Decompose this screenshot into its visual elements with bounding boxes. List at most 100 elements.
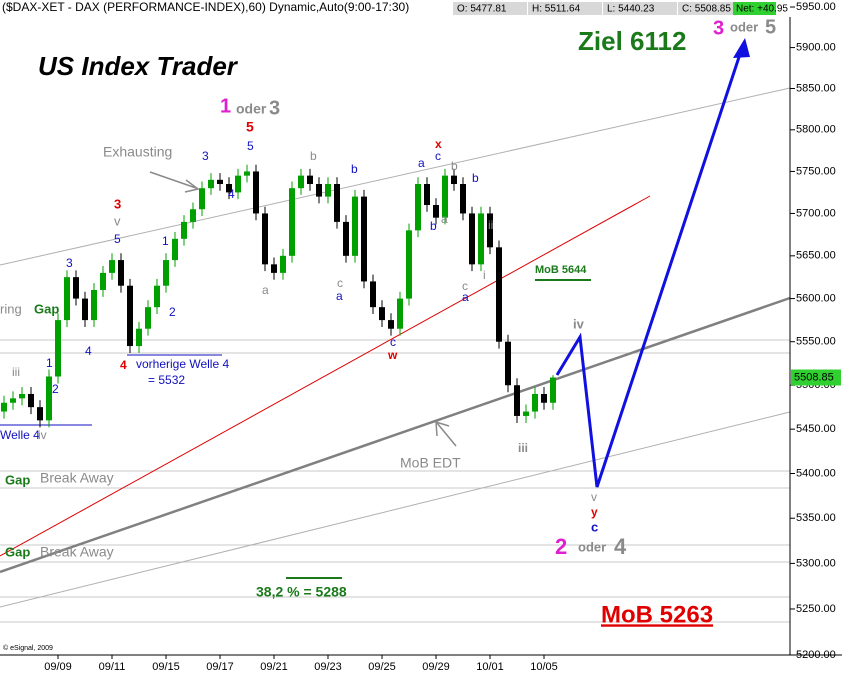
candle-body bbox=[91, 289, 97, 321]
annotation: 3 bbox=[713, 17, 724, 39]
annotation: Break Away bbox=[40, 544, 114, 560]
candle-body bbox=[73, 277, 79, 299]
candle-body bbox=[109, 260, 115, 273]
annotation: Gap bbox=[5, 544, 30, 559]
y-tick-label: 5550.00 bbox=[796, 336, 836, 348]
net-box bbox=[733, 2, 776, 15]
x-tick-label: 09/09 bbox=[44, 661, 72, 673]
annotation: 1 bbox=[162, 234, 169, 248]
annotation: a bbox=[462, 290, 469, 304]
pointer-arrowhead bbox=[435, 420, 450, 437]
annotation: 4 bbox=[85, 344, 92, 358]
annotation: 2 bbox=[52, 382, 59, 396]
candle-body bbox=[217, 179, 223, 185]
high-label: H: 5511.64 bbox=[532, 4, 581, 15]
annotation: c bbox=[390, 335, 396, 349]
annotation: 3 bbox=[66, 256, 73, 270]
annotation: i bbox=[483, 268, 486, 282]
annotation: 3 bbox=[114, 196, 121, 211]
annotation: oder bbox=[730, 19, 758, 34]
annotation: iv bbox=[38, 428, 47, 442]
candle-body bbox=[550, 377, 556, 403]
candle-body bbox=[406, 230, 412, 299]
annotation: 5 bbox=[246, 119, 254, 135]
candle-body bbox=[262, 213, 268, 265]
annotation: ring bbox=[0, 301, 22, 316]
candle-body bbox=[541, 393, 547, 403]
candle-body bbox=[181, 221, 187, 239]
candle-body bbox=[100, 272, 106, 290]
y-tick-label: 5350.00 bbox=[796, 512, 836, 524]
candle-body bbox=[226, 184, 232, 193]
annotation: © eSignal, 2009 bbox=[3, 644, 53, 652]
y-tick-label: 5700.00 bbox=[796, 207, 836, 219]
open-label: O: 5477.81 bbox=[457, 4, 507, 15]
annotation: a bbox=[262, 283, 269, 297]
forecast-path bbox=[555, 44, 745, 488]
annotation: b bbox=[351, 162, 358, 176]
y-tick-label: 5200.00 bbox=[796, 649, 836, 661]
pointer-arrow bbox=[149, 171, 197, 189]
annotation: b bbox=[472, 171, 479, 185]
y-tick-label: 5400.00 bbox=[796, 467, 836, 479]
net-label: Net: +40.95 bbox=[736, 4, 788, 15]
candle-body bbox=[487, 213, 493, 248]
annotation: Gap bbox=[5, 472, 30, 487]
candle-body bbox=[118, 260, 124, 286]
annotation: ii bbox=[488, 218, 493, 232]
annotation: 3 bbox=[202, 149, 209, 163]
candle-body bbox=[19, 393, 25, 399]
candle-body bbox=[172, 238, 178, 261]
x-tick-label: 10/05 bbox=[530, 661, 558, 673]
candle-body bbox=[190, 209, 196, 222]
y-tick-label: 5600.00 bbox=[796, 292, 836, 304]
candle-body bbox=[145, 307, 151, 329]
candle-body bbox=[514, 385, 520, 416]
candle-body bbox=[127, 285, 133, 347]
candle-body bbox=[208, 179, 214, 189]
ohlc-box bbox=[453, 2, 527, 15]
annotation: 4 bbox=[228, 187, 235, 201]
annotation: Gap bbox=[34, 301, 59, 316]
annotation: c bbox=[462, 279, 468, 293]
candle-body bbox=[82, 298, 88, 321]
candle-body bbox=[343, 221, 349, 256]
candle-body bbox=[280, 255, 286, 273]
x-tick-label: 09/21 bbox=[260, 661, 288, 673]
candle-body bbox=[199, 188, 205, 210]
annotation: c bbox=[337, 276, 343, 290]
candle-body bbox=[424, 184, 430, 206]
y-tick-label: 5450.00 bbox=[796, 423, 836, 435]
y-tick-label: 5900.00 bbox=[796, 41, 836, 53]
candle-body bbox=[1, 402, 7, 412]
ohlc-box bbox=[603, 2, 677, 15]
candle-body bbox=[397, 298, 403, 329]
candle-body bbox=[136, 328, 142, 347]
candle-body bbox=[442, 175, 448, 218]
candle-body bbox=[46, 376, 52, 421]
annotation: c bbox=[435, 149, 441, 163]
annotation: a bbox=[418, 156, 425, 170]
annotation: b bbox=[451, 159, 458, 173]
layout-lines bbox=[0, 38, 791, 623]
annotation: iii bbox=[12, 365, 20, 379]
x-tick-label: 09/25 bbox=[368, 661, 396, 673]
trend-line bbox=[0, 87, 791, 266]
close-label: C: 5508.85 bbox=[682, 4, 731, 15]
low-label: L: 5440.23 bbox=[607, 4, 655, 15]
annotation: 5 bbox=[765, 16, 776, 38]
annotation: v bbox=[114, 213, 121, 228]
annotation: 38,2 % = 5288 bbox=[256, 584, 347, 600]
annotation: b bbox=[310, 149, 317, 163]
candle-body bbox=[370, 281, 376, 308]
y-tick-label: 5850.00 bbox=[796, 82, 836, 94]
x-tick-label: 09/29 bbox=[422, 661, 450, 673]
candle-body bbox=[298, 175, 304, 189]
candle-body bbox=[388, 320, 394, 329]
annotation: MoB 5263 bbox=[601, 601, 713, 628]
annotation: oder bbox=[578, 539, 606, 554]
annotation: 2 bbox=[555, 534, 567, 559]
candle-body bbox=[325, 184, 331, 197]
candle-body bbox=[505, 341, 511, 386]
